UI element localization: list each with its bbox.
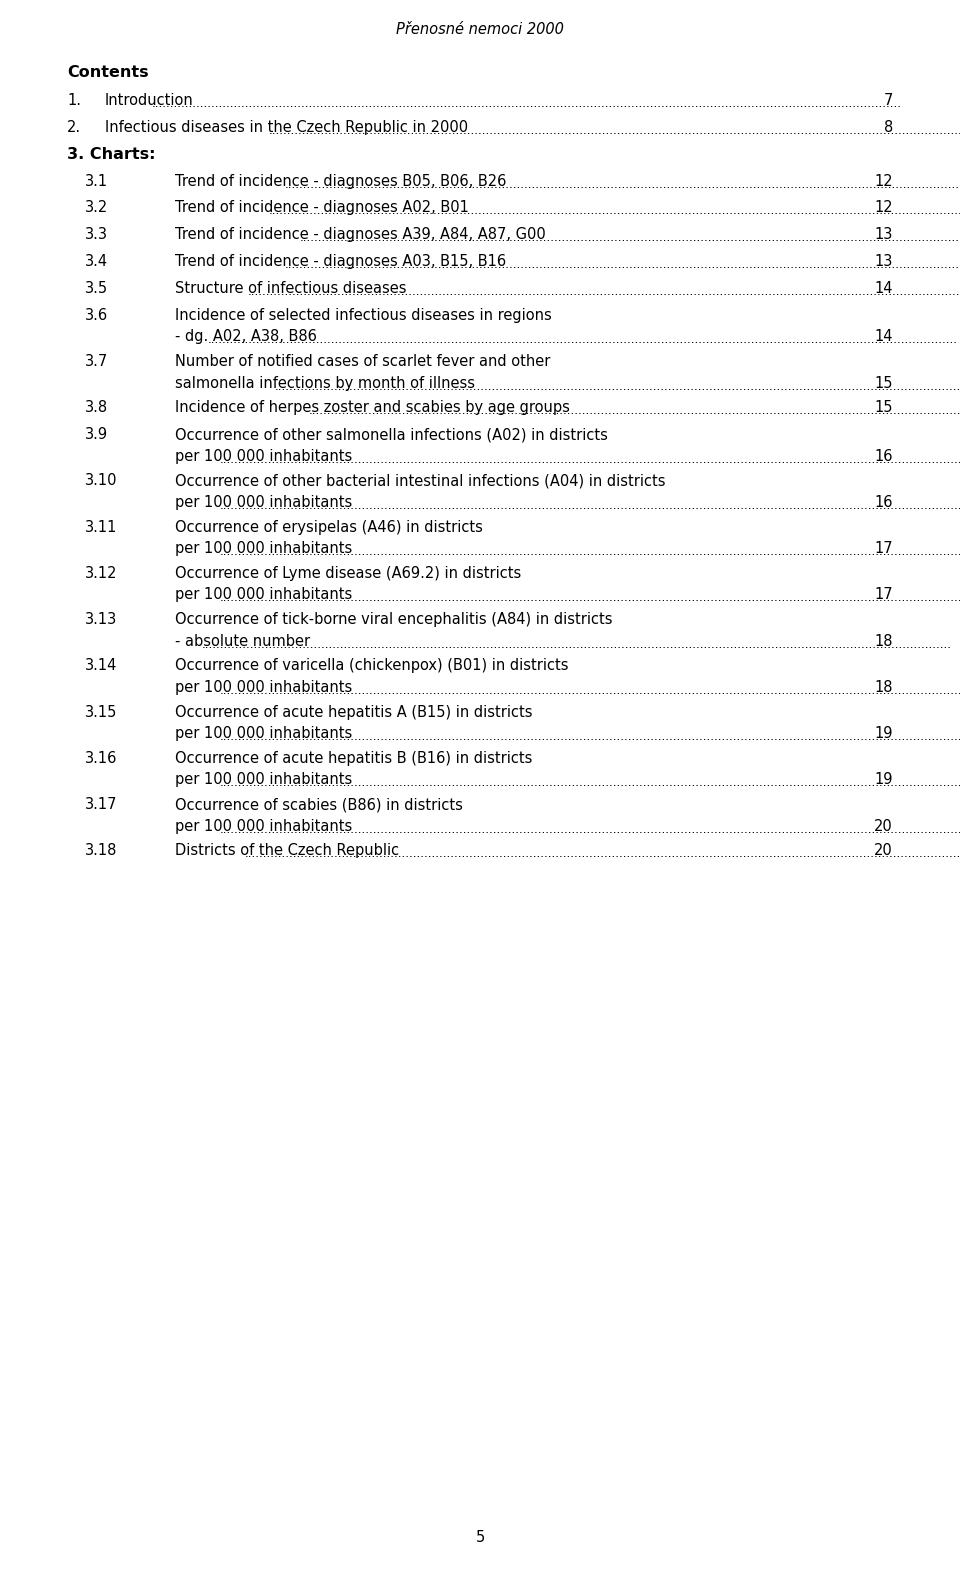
Text: - dg. A02, A38, B86: - dg. A02, A38, B86 [175,330,317,344]
Text: 15: 15 [875,376,893,390]
Text: Incidence of herpes zoster and scabies by age groups: Incidence of herpes zoster and scabies b… [175,401,570,415]
Text: Trend of incidence - diagnoses B05, B06, B26: Trend of incidence - diagnoses B05, B06,… [175,174,506,189]
Text: ................................................................................: ........................................… [220,731,960,743]
Text: 19: 19 [875,772,893,788]
Text: 3.18: 3.18 [85,843,117,859]
Text: 7: 7 [883,94,893,108]
Text: 3.16: 3.16 [85,751,117,766]
Text: - absolute number: - absolute number [175,634,310,648]
Text: 3.5: 3.5 [85,281,108,296]
Text: Occurrence of acute hepatitis A (B15) in districts: Occurrence of acute hepatitis A (B15) in… [175,705,533,720]
Text: per 100 000 inhabitants: per 100 000 inhabitants [175,495,352,510]
Text: ................................................................................: ........................................… [284,178,960,190]
Text: Occurrence of Lyme disease (A69.2) in districts: Occurrence of Lyme disease (A69.2) in di… [175,566,521,582]
Text: Occurrence of tick-borne viral encephalitis (A84) in districts: Occurrence of tick-borne viral encephali… [175,612,612,628]
Text: ................................................................................: ........................................… [220,453,960,466]
Text: Structure of infectious diseases: Structure of infectious diseases [175,281,406,296]
Text: 3.9: 3.9 [85,428,108,442]
Text: 12: 12 [875,174,893,189]
Text: per 100 000 inhabitants: per 100 000 inhabitants [175,540,352,556]
Text: 16: 16 [875,495,893,510]
Text: Number of notified cases of scarlet fever and other: Number of notified cases of scarlet feve… [175,353,550,369]
Text: ................................................................................: ........................................… [220,499,960,512]
Text: per 100 000 inhabitants: per 100 000 inhabitants [175,772,352,788]
Text: per 100 000 inhabitants: per 100 000 inhabitants [175,818,352,834]
Text: 14: 14 [875,281,893,296]
Text: 3.13: 3.13 [85,612,117,628]
Text: Trend of incidence - diagnoses A02, B01: Trend of incidence - diagnoses A02, B01 [175,200,468,216]
Text: 5: 5 [475,1530,485,1545]
Text: salmonella infections by month of illness: salmonella infections by month of illnes… [175,376,475,390]
Text: 3.7: 3.7 [85,353,108,369]
Text: 13: 13 [875,254,893,269]
Text: Occurrence of erysipelas (A46) in districts: Occurrence of erysipelas (A46) in distri… [175,520,483,534]
Text: 3.14: 3.14 [85,658,117,674]
Text: 20: 20 [875,818,893,834]
Text: ................................................................................: ........................................… [284,258,960,271]
Text: ................................................................................: ........................................… [220,777,960,789]
Text: 8: 8 [884,120,893,135]
Text: ................................................................................: ........................................… [220,545,960,558]
Text: 3.15: 3.15 [85,705,117,720]
Text: ................................................................................: ........................................… [220,823,960,835]
Text: ................................................................................: ........................................… [152,97,901,109]
Text: 15: 15 [875,401,893,415]
Text: 3. Charts:: 3. Charts: [67,147,156,162]
Text: 16: 16 [875,449,893,464]
Text: 3.12: 3.12 [85,566,117,582]
Text: 3.6: 3.6 [85,307,108,323]
Text: ................................................................................: ........................................… [309,404,960,417]
Text: ................................................................................: ........................................… [220,591,960,604]
Text: 3.4: 3.4 [85,254,108,269]
Text: 17: 17 [875,588,893,602]
Text: 19: 19 [875,726,893,742]
Text: ................................................................................: ........................................… [202,637,951,651]
Text: Contents: Contents [67,65,149,79]
Text: ................................................................................: ........................................… [269,204,960,217]
Text: per 100 000 inhabitants: per 100 000 inhabitants [175,588,352,602]
Text: 3.17: 3.17 [85,797,117,812]
Text: Incidence of selected infectious diseases in regions: Incidence of selected infectious disease… [175,307,552,323]
Text: Přenosné nemoci 2000: Přenosné nemoci 2000 [396,22,564,36]
Text: 3.8: 3.8 [85,401,108,415]
Text: Infectious diseases in the Czech Republic in 2000: Infectious diseases in the Czech Republi… [105,120,468,135]
Text: Occurrence of other salmonella infections (A02) in districts: Occurrence of other salmonella infection… [175,428,608,442]
Text: Introduction: Introduction [105,94,194,108]
Text: Occurrence of scabies (B86) in districts: Occurrence of scabies (B86) in districts [175,797,463,812]
Text: per 100 000 inhabitants: per 100 000 inhabitants [175,449,352,464]
Text: ................................................................................: ........................................… [245,848,960,861]
Text: ................................................................................: ........................................… [248,285,960,298]
Text: 3.11: 3.11 [85,520,117,534]
Text: Trend of incidence - diagnoses A03, B15, B16: Trend of incidence - diagnoses A03, B15,… [175,254,506,269]
Text: Occurrence of other bacterial intestinal infections (A04) in districts: Occurrence of other bacterial intestinal… [175,474,665,488]
Text: 3.10: 3.10 [85,474,117,488]
Text: ................................................................................: ........................................… [269,124,960,136]
Text: 12: 12 [875,200,893,216]
Text: 3.3: 3.3 [85,227,108,243]
Text: 3.1: 3.1 [85,174,108,189]
Text: Trend of incidence - diagnoses A39, A84, A87, G00: Trend of incidence - diagnoses A39, A84,… [175,227,545,243]
Text: 2.: 2. [67,120,82,135]
Text: 1.: 1. [67,94,81,108]
Text: ................................................................................: ........................................… [300,231,960,244]
Text: per 100 000 inhabitants: per 100 000 inhabitants [175,726,352,742]
Text: 18: 18 [875,634,893,648]
Text: 14: 14 [875,330,893,344]
Text: ................................................................................: ........................................… [207,333,957,347]
Text: 20: 20 [875,843,893,859]
Text: 17: 17 [875,540,893,556]
Text: ................................................................................: ........................................… [276,380,960,393]
Text: Occurrence of acute hepatitis B (B16) in districts: Occurrence of acute hepatitis B (B16) in… [175,751,533,766]
Text: ................................................................................: ........................................… [220,683,960,697]
Text: Districts of the Czech Republic: Districts of the Czech Republic [175,843,399,859]
Text: Occurrence of varicella (chickenpox) (B01) in districts: Occurrence of varicella (chickenpox) (B0… [175,658,568,674]
Text: per 100 000 inhabitants: per 100 000 inhabitants [175,680,352,694]
Text: 13: 13 [875,227,893,243]
Text: 18: 18 [875,680,893,694]
Text: 3.2: 3.2 [85,200,108,216]
